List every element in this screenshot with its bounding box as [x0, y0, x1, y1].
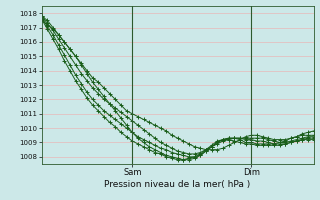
X-axis label: Pression niveau de la mer( hPa ): Pression niveau de la mer( hPa ): [104, 180, 251, 189]
